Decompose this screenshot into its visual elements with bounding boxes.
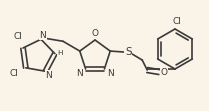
Text: Cl: Cl <box>173 17 181 26</box>
Text: N: N <box>107 69 114 78</box>
Text: N: N <box>40 31 46 40</box>
Text: N: N <box>45 71 52 80</box>
Text: N: N <box>76 69 83 78</box>
Text: S: S <box>125 47 131 57</box>
Text: O: O <box>92 29 98 38</box>
Text: O: O <box>161 68 168 77</box>
Text: H: H <box>57 50 62 56</box>
Text: Cl: Cl <box>9 69 18 78</box>
Text: Cl: Cl <box>14 32 22 41</box>
